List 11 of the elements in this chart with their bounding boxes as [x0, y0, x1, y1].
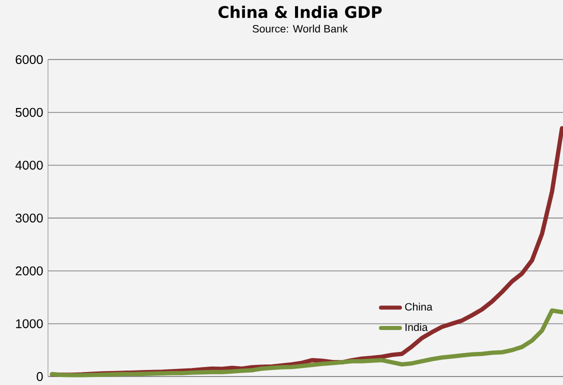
y-tick-label: 5000 — [16, 108, 43, 117]
legend-label: China — [405, 302, 432, 311]
chart-subtitle: Source: World Bank — [252, 24, 348, 33]
legend-label: India — [406, 323, 428, 332]
y-tick-label: 2000 — [16, 266, 43, 276]
y-tick-label: 4000 — [15, 160, 43, 170]
y-tick-label: 0 — [36, 372, 43, 382]
y-tick-label: 1000 — [16, 319, 43, 328]
chart-title: China & India GDP — [218, 6, 382, 18]
y-tick-label: 3000 — [16, 214, 43, 223]
y-tick-label: 6000 — [16, 55, 43, 64]
